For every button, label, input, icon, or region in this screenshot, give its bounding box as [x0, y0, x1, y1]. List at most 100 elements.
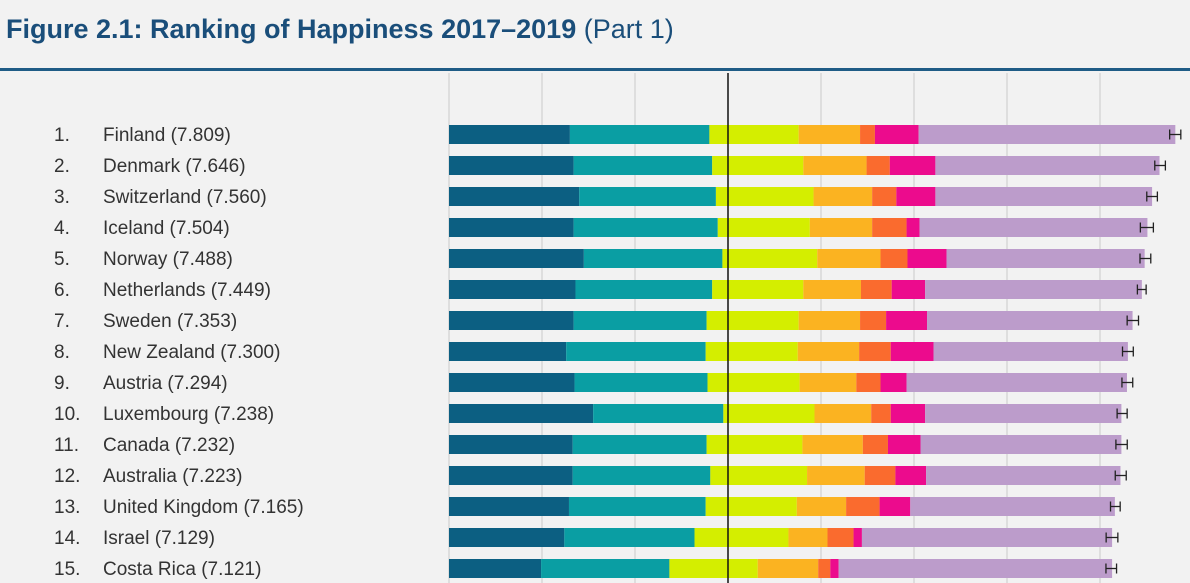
bar-segment-australia-3 [807, 466, 865, 485]
bar-segment-norway-1 [583, 249, 723, 268]
bar-segment-netherlands-4 [860, 280, 892, 299]
country-label: Iceland (7.504) [103, 218, 230, 239]
bar-segment-norway-6 [946, 249, 1145, 268]
bar-segment-australia-0 [449, 466, 573, 485]
error-bar-united-kingdom [1109, 501, 1121, 512]
bar-segment-costa-rica-0 [449, 559, 542, 578]
bar-segment-denmark-6 [935, 156, 1160, 175]
bar-segment-canada-3 [802, 435, 863, 454]
bar-segment-norway-3 [817, 249, 881, 268]
bar-segment-costa-rica-2 [669, 559, 758, 578]
rank-label: 4. [54, 218, 70, 239]
country-label: Finland (7.809) [103, 125, 231, 146]
bar-segment-australia-1 [572, 466, 711, 485]
rank-label: 11. [54, 435, 79, 456]
bar-segment-united-kingdom-2 [705, 497, 797, 516]
error-bar-costa-rica [1105, 563, 1118, 574]
bar-segment-denmark-1 [573, 156, 713, 175]
error-bars [1105, 129, 1182, 574]
bar-segment-costa-rica-3 [757, 559, 819, 578]
rank-label: 14. [54, 528, 80, 549]
bar-segment-new-zealand-1 [566, 342, 706, 361]
row-labels: 1. Finland (7.809) 2. Denmark (7.646) 3. Swit… [54, 125, 304, 580]
bar-segment-austria-5 [880, 373, 907, 392]
rank-label: 12. [54, 466, 80, 487]
bar-segment-new-zealand-4 [859, 342, 891, 361]
bar-segment-israel-6 [861, 528, 1113, 547]
error-bar-canada [1115, 439, 1128, 450]
bar-segment-netherlands-5 [891, 280, 926, 299]
bar-segment-iceland-0 [449, 218, 574, 237]
rank-label: 8. [54, 342, 70, 363]
bar-segment-finland-1 [569, 125, 710, 144]
bar-segment-switzerland-2 [715, 187, 814, 206]
bar-segment-iceland-2 [717, 218, 810, 237]
country-label: Norway (7.488) [103, 249, 233, 270]
bar-segment-israel-2 [694, 528, 789, 547]
error-bar-finland [1169, 129, 1182, 140]
country-label: Luxembourg (7.238) [103, 404, 274, 425]
bar-segment-canada-2 [706, 435, 803, 454]
rank-label: 5. [54, 249, 70, 270]
bar-segment-denmark-2 [712, 156, 804, 175]
bar-segment-netherlands-1 [575, 280, 713, 299]
bar-segment-united-kingdom-0 [449, 497, 569, 516]
bar-segment-switzerland-5 [896, 187, 936, 206]
bar-segment-australia-5 [895, 466, 927, 485]
bar-segment-austria-6 [906, 373, 1127, 392]
bar-segment-denmark-5 [889, 156, 936, 175]
bar-segment-luxembourg-0 [449, 404, 594, 423]
bar-segment-switzerland-6 [935, 187, 1153, 206]
bar-segment-new-zealand-3 [797, 342, 860, 361]
bar-segment-new-zealand-2 [705, 342, 798, 361]
bar-segment-finland-2 [709, 125, 799, 144]
bar-segment-iceland-5 [906, 218, 920, 237]
bar-segment-israel-3 [788, 528, 828, 547]
bar-segment-costa-rica-1 [541, 559, 670, 578]
country-label: New Zealand (7.300) [103, 342, 280, 363]
error-bar-israel [1105, 532, 1119, 543]
bars [449, 125, 1176, 578]
rank-label: 7. [54, 311, 70, 332]
bar-segment-canada-5 [887, 435, 921, 454]
bar-segment-united-kingdom-1 [568, 497, 706, 516]
bar-segment-switzerland-1 [579, 187, 716, 206]
bar-segment-norway-2 [722, 249, 818, 268]
bar-segment-switzerland-3 [813, 187, 873, 206]
bar-segment-austria-2 [707, 373, 800, 392]
rank-label: 9. [54, 373, 70, 394]
bar-segment-israel-4 [827, 528, 854, 547]
bar-segment-canada-4 [862, 435, 888, 454]
bar-segment-luxembourg-1 [593, 404, 724, 423]
bar-segment-switzerland-0 [449, 187, 580, 206]
bar-segment-new-zealand-6 [933, 342, 1128, 361]
figure-title-main: Figure 2.1: Ranking of Happiness 2017–20… [6, 14, 577, 44]
bar-segment-iceland-6 [919, 218, 1148, 237]
error-bar-denmark [1154, 160, 1167, 171]
bar-segment-netherlands-6 [925, 280, 1142, 299]
bar-segment-finland-5 [874, 125, 919, 144]
bar-segment-netherlands-0 [449, 280, 576, 299]
bar-segment-israel-1 [564, 528, 695, 547]
country-label: United Kingdom (7.165) [103, 497, 304, 518]
country-label: Costa Rica (7.121) [103, 559, 261, 580]
bar-segment-australia-2 [710, 466, 808, 485]
title-divider [0, 68, 1190, 71]
rank-label: 10. [54, 404, 80, 425]
bar-segment-luxembourg-2 [723, 404, 815, 423]
error-bar-switzerland [1146, 191, 1159, 202]
error-bar-new-zealand [1121, 346, 1134, 357]
bar-segment-canada-1 [572, 435, 707, 454]
error-bar-iceland [1139, 222, 1155, 233]
bar-segment-new-zealand-5 [890, 342, 934, 361]
bar-segment-denmark-3 [803, 156, 867, 175]
bar-segment-netherlands-3 [803, 280, 861, 299]
rank-label: 15. [54, 559, 80, 580]
bar-segment-netherlands-2 [712, 280, 804, 299]
bar-segment-austria-1 [574, 373, 708, 392]
error-bar-netherlands [1136, 284, 1147, 295]
bar-segment-canada-6 [920, 435, 1122, 454]
bar-segment-australia-6 [926, 466, 1121, 485]
bar-segment-costa-rica-4 [818, 559, 831, 578]
